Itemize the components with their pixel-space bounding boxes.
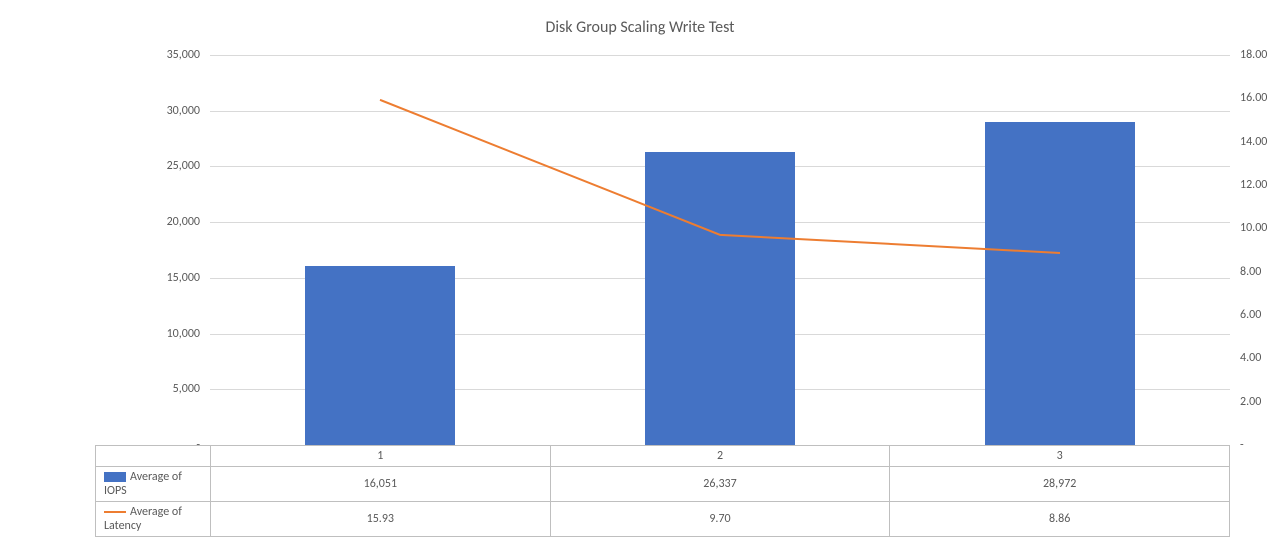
- table-cell: 15.93: [211, 502, 551, 537]
- table-cell: 16,051: [211, 467, 551, 502]
- y-left-tick-label: 15,000: [140, 271, 200, 285]
- chart-title: Disk Group Scaling Write Test: [10, 10, 1270, 41]
- table-row: Average of IOPS 16,051 26,337 28,972: [96, 467, 1230, 502]
- table-cell: 8.86: [890, 502, 1230, 537]
- y-left-tick-label: 25,000: [140, 159, 200, 173]
- table-cell: 26,337: [550, 467, 890, 502]
- line-series-label: Average of Latency: [104, 505, 182, 533]
- table-cell: 9.70: [550, 502, 890, 537]
- plot-area: -5,00010,00015,00020,00025,00030,00035,0…: [210, 55, 1230, 445]
- y-right-tick-label: 10.00: [1240, 221, 1280, 235]
- chart-container: Disk Group Scaling Write Test -5,00010,0…: [10, 10, 1270, 544]
- table-header-row: 1 2 3: [96, 446, 1230, 467]
- y-right-tick-label: 2.00: [1240, 395, 1280, 409]
- data-table: 1 2 3 Average of IOPS 16,051 26,337 28,9…: [95, 445, 1230, 537]
- line-legend-swatch: [104, 511, 126, 513]
- y-right-tick-label: 16.00: [1240, 91, 1280, 105]
- latency-line: [380, 100, 1060, 253]
- y-left-tick-label: 20,000: [140, 215, 200, 229]
- category-header: 2: [550, 446, 890, 467]
- y-left-tick-label: 30,000: [140, 104, 200, 118]
- table-cell: 28,972: [890, 467, 1230, 502]
- bar-legend-swatch: [104, 472, 126, 482]
- y-right-tick-label: 18.00: [1240, 48, 1280, 62]
- y-left-tick-label: 35,000: [140, 48, 200, 62]
- series-name-cell: Average of IOPS: [96, 467, 211, 502]
- series-name-cell: Average of Latency: [96, 502, 211, 537]
- y-right-tick-label: 14.00: [1240, 135, 1280, 149]
- category-header: 1: [211, 446, 551, 467]
- table-row: Average of Latency 15.93 9.70 8.86: [96, 502, 1230, 537]
- category-header: 3: [890, 446, 1230, 467]
- y-right-tick-label: 8.00: [1240, 265, 1280, 279]
- y-right-tick-label: 4.00: [1240, 351, 1280, 365]
- table-corner-cell: [96, 446, 211, 467]
- y-right-tick-label: -: [1240, 438, 1280, 452]
- y-right-tick-label: 12.00: [1240, 178, 1280, 192]
- y-left-tick-label: 5,000: [140, 382, 200, 396]
- y-left-tick-label: 10,000: [140, 327, 200, 341]
- y-right-tick-label: 6.00: [1240, 308, 1280, 322]
- line-series-svg: [210, 55, 1230, 445]
